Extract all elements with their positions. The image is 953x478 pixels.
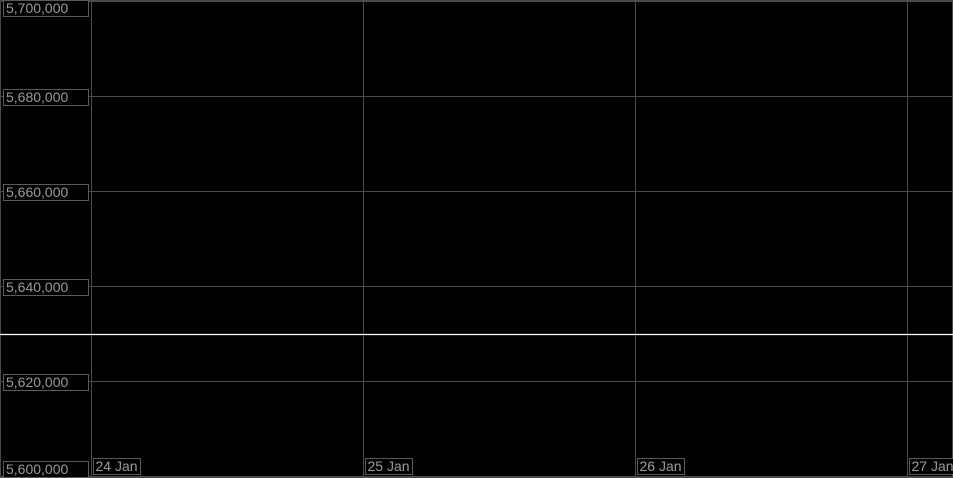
x-tick-label: 27 Jan [908,458,953,475]
x-tick-label: 26 Jan [636,458,685,475]
x-tick-label: 24 Jan [92,458,141,475]
y-tick-label: 5,660,000 [3,183,89,201]
x-tick-label: 25 Jan [364,458,413,475]
y-tick-label: 5,700,000 [3,0,89,17]
y-tick-label: 5,640,000 [3,278,89,296]
y-tick-label: 5,600,000 [3,461,89,478]
y-tick-label: 5,620,000 [3,373,89,391]
y-tick-label: 5,680,000 [3,88,89,106]
